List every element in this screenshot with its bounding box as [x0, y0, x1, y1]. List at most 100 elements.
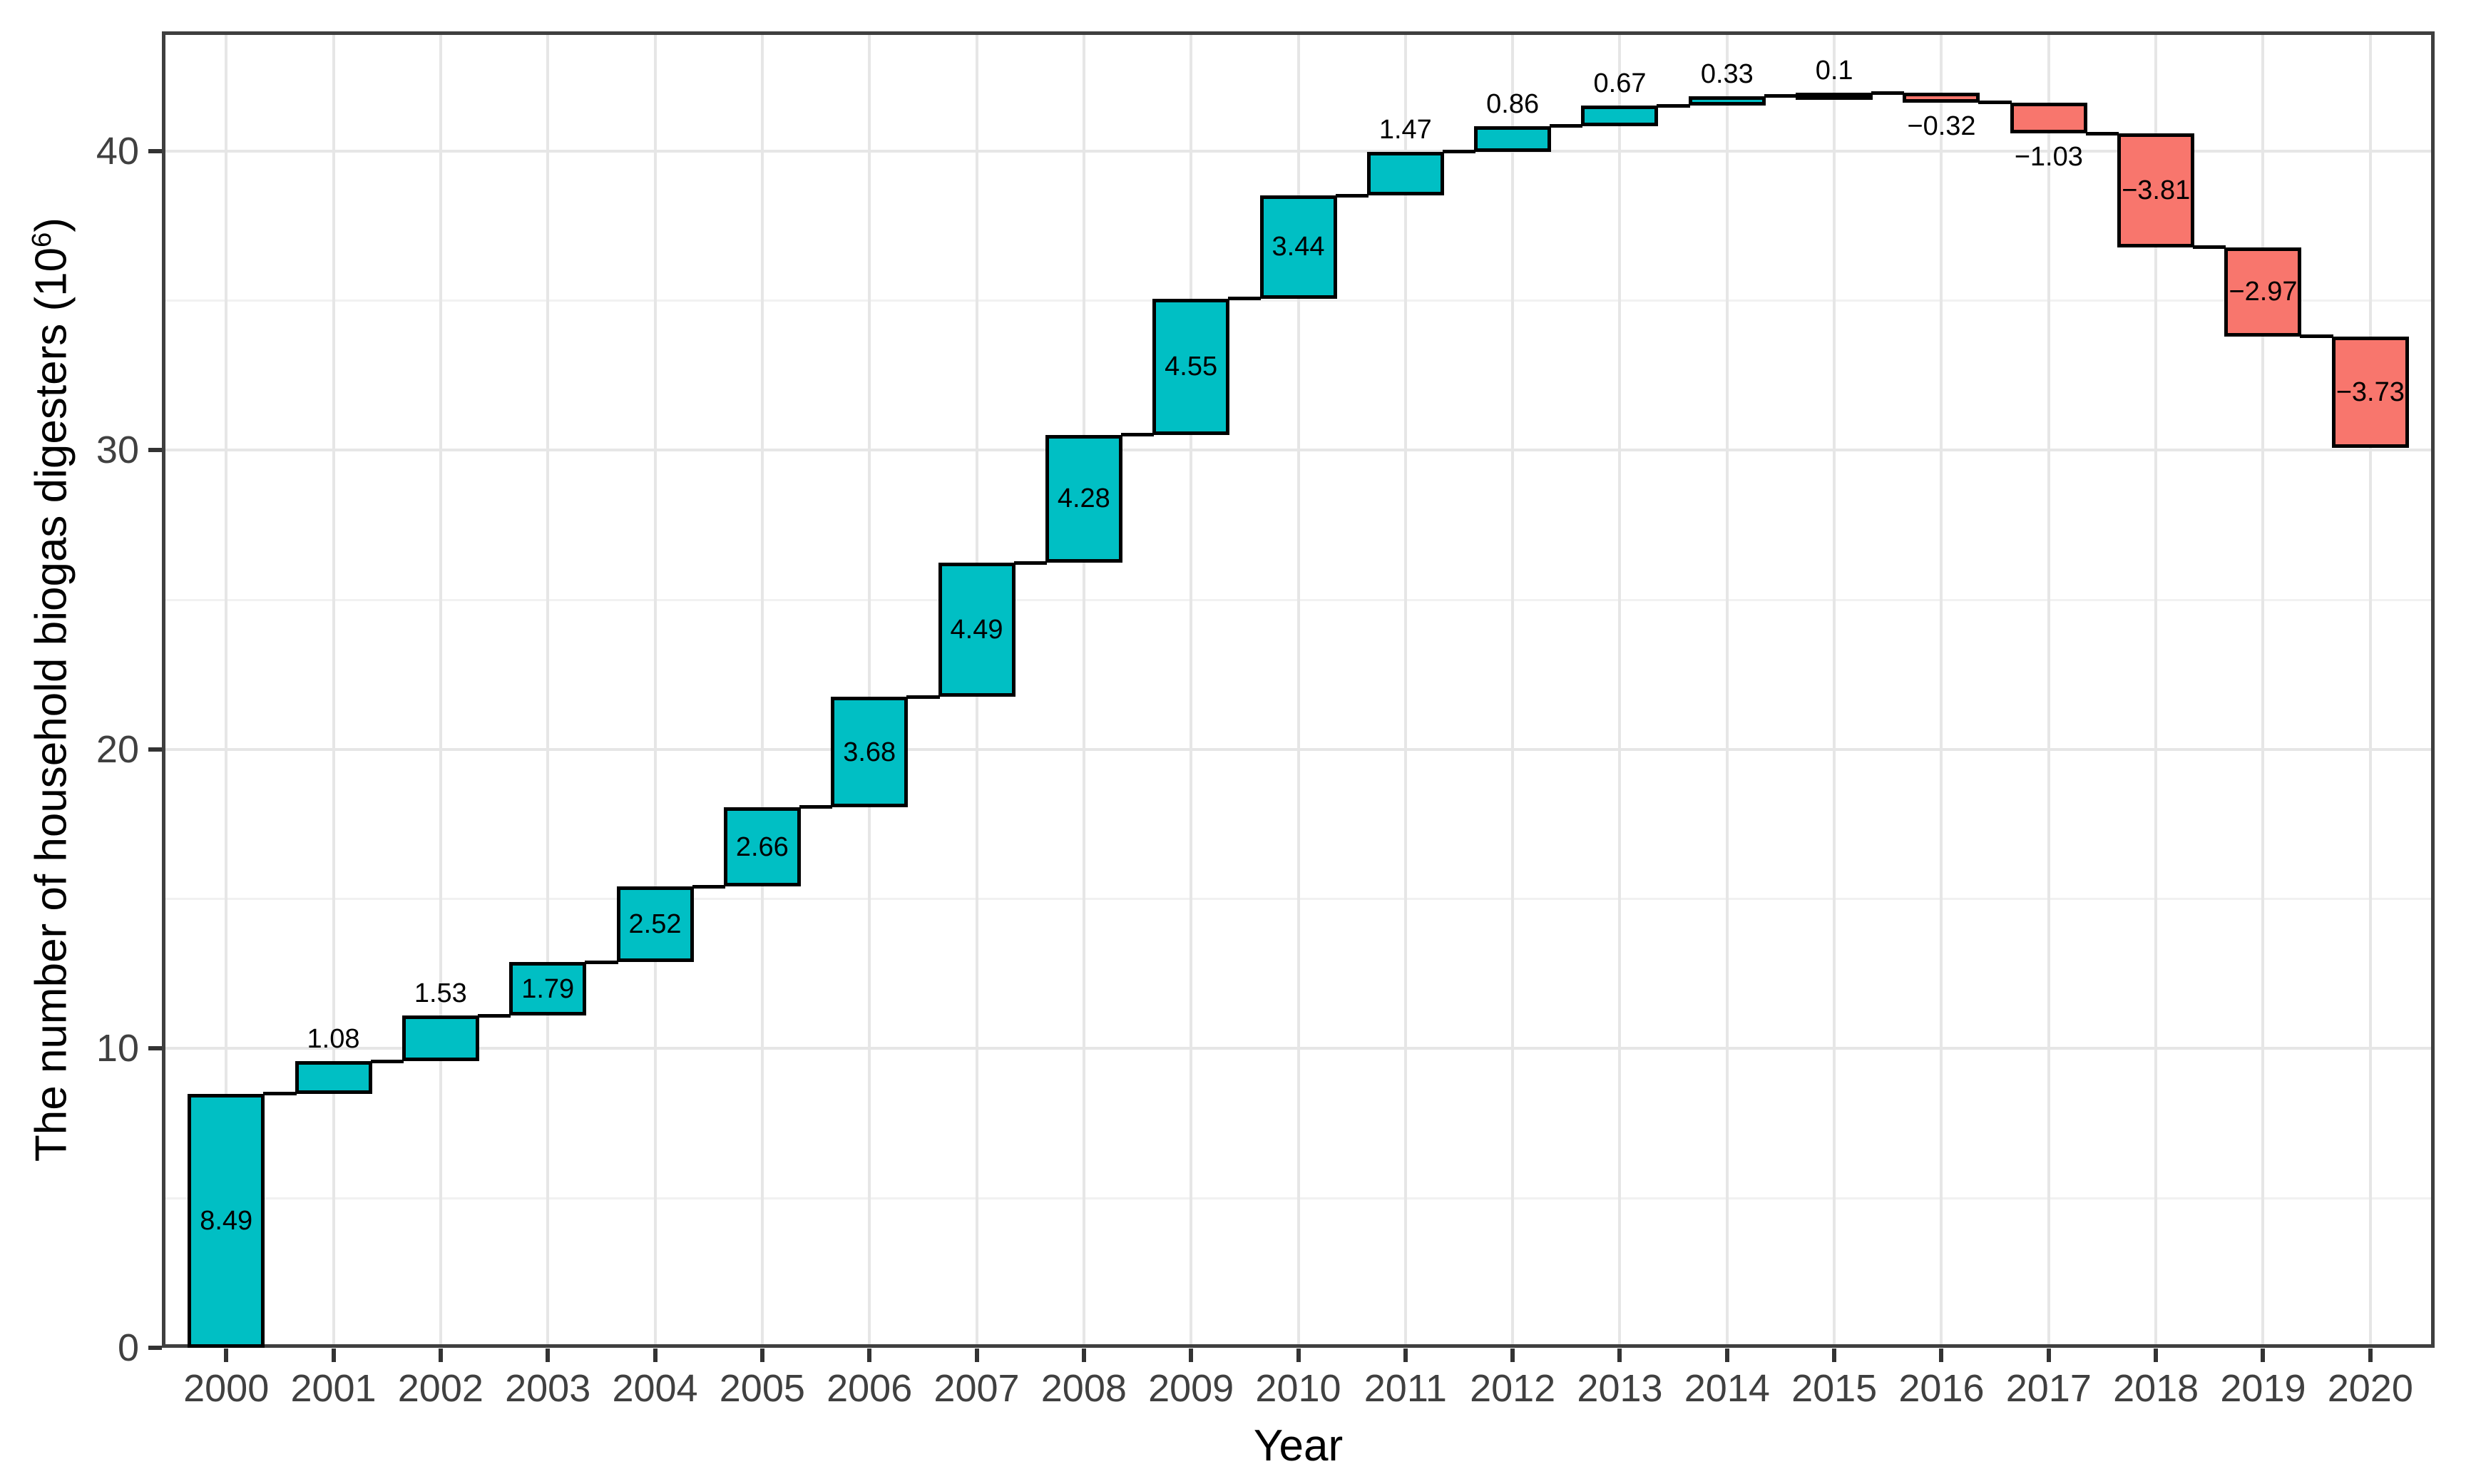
- x-tick-mark-2001: [331, 1349, 336, 1362]
- gridline-x-2002: [439, 31, 442, 1348]
- bar-2002: [401, 1015, 479, 1062]
- x-tick-label-2002: 2002: [397, 1367, 484, 1410]
- connector-2011-2012: [1442, 150, 1476, 154]
- x-tick-mark-2008: [1081, 1349, 1086, 1362]
- connector-2018-2019: [2193, 245, 2226, 250]
- gridline-x-2006: [868, 31, 871, 1348]
- x-tick-label-2019: 2019: [2220, 1367, 2306, 1410]
- x-tick-label-2003: 2003: [505, 1367, 591, 1410]
- x-tick-mark-2006: [867, 1349, 872, 1362]
- gridline-x-2001: [332, 31, 335, 1348]
- x-tick-mark-2005: [759, 1349, 764, 1362]
- x-tick-label-2013: 2013: [1577, 1367, 1663, 1410]
- gridline-x-2004: [653, 31, 657, 1348]
- x-tick-label-2014: 2014: [1684, 1367, 1770, 1410]
- x-tick-mark-2019: [2261, 1349, 2266, 1362]
- bar-value-label-2009: 4.55: [1165, 352, 1218, 382]
- bar-value-label-2019: −2.97: [2229, 277, 2298, 307]
- x-tick-mark-2007: [974, 1349, 979, 1362]
- y-tick-mark-10: [148, 1046, 162, 1051]
- x-axis-title: Year: [1253, 1421, 1344, 1470]
- x-tick-label-2015: 2015: [1791, 1367, 1878, 1410]
- gridline-x-2018: [2154, 31, 2158, 1348]
- connector-2013-2014: [1657, 103, 1690, 108]
- x-tick-label-2012: 2012: [1470, 1367, 1556, 1410]
- x-tick-mark-2011: [1403, 1349, 1408, 1362]
- x-tick-mark-2016: [1939, 1349, 1944, 1362]
- bar-2005: [723, 807, 801, 887]
- x-tick-mark-2012: [1510, 1349, 1515, 1362]
- x-tick-label-2005: 2005: [719, 1367, 805, 1410]
- gridline-x-2010: [1296, 31, 1300, 1348]
- x-tick-label-2001: 2001: [290, 1367, 377, 1410]
- bar-2011: [1366, 151, 1444, 196]
- bar-value-label-2005: 2.66: [735, 831, 789, 862]
- y-axis-title: The number of household biogas digesters…: [26, 218, 77, 1162]
- gridline-x-2008: [1082, 31, 1085, 1348]
- bar-value-label-2001: 1.08: [307, 1024, 360, 1055]
- connector-2014-2015: [1764, 94, 1798, 98]
- y-axis-title-close: ): [26, 217, 76, 232]
- bar-2000: [188, 1093, 265, 1348]
- connector-2012-2013: [1550, 124, 1583, 128]
- bar-2013: [1581, 106, 1659, 126]
- x-tick-label-2009: 2009: [1148, 1367, 1234, 1410]
- bar-value-label-2006: 3.68: [843, 737, 896, 767]
- bar-2015: [1796, 93, 1873, 101]
- x-tick-mark-2020: [2368, 1349, 2373, 1362]
- y-tick-mark-20: [148, 747, 162, 752]
- y-tick-label-30: 30: [96, 429, 139, 472]
- x-tick-label-2008: 2008: [1040, 1367, 1127, 1410]
- x-tick-label-2017: 2017: [2005, 1367, 2092, 1410]
- bar-value-label-2004: 2.52: [628, 909, 682, 940]
- bar-value-label-2015: 0.1: [1815, 56, 1853, 86]
- bar-2019: [2224, 247, 2302, 337]
- x-tick-label-2020: 2020: [2327, 1367, 2413, 1410]
- bar-value-label-2003: 1.79: [521, 973, 575, 1004]
- bar-2016: [1903, 93, 1980, 103]
- x-tick-mark-2009: [1189, 1349, 1194, 1362]
- x-tick-label-2004: 2004: [612, 1367, 698, 1410]
- gridline-x-2019: [2261, 31, 2265, 1348]
- bar-value-label-2000: 8.49: [200, 1205, 253, 1236]
- connector-2007-2008: [1013, 561, 1047, 565]
- x-tick-mark-2018: [2154, 1349, 2159, 1362]
- x-tick-mark-2002: [438, 1349, 443, 1362]
- bar-2018: [2117, 133, 2195, 247]
- x-tick-label-2006: 2006: [827, 1367, 913, 1410]
- bar-2004: [616, 886, 694, 963]
- connector-2017-2018: [2085, 131, 2119, 135]
- y-tick-label-20: 20: [96, 727, 139, 771]
- x-tick-label-2007: 2007: [933, 1367, 1020, 1410]
- x-tick-mark-2003: [546, 1349, 551, 1362]
- bar-2009: [1152, 298, 1230, 435]
- bar-2010: [1259, 195, 1337, 299]
- connector-2016-2017: [1978, 101, 2012, 105]
- bar-value-label-2016: −0.32: [1907, 111, 1976, 141]
- gridline-x-2005: [760, 31, 764, 1348]
- connector-2009-2010: [1228, 297, 1262, 301]
- x-tick-label-2016: 2016: [1898, 1367, 1985, 1410]
- gridline-x-2020: [2368, 31, 2372, 1348]
- bar-2012: [1474, 126, 1552, 152]
- x-tick-label-2000: 2000: [183, 1367, 270, 1410]
- bar-2006: [831, 697, 909, 807]
- bar-value-label-2018: −3.81: [2122, 175, 2191, 205]
- gridline-x-2013: [1618, 31, 1622, 1348]
- y-tick-label-40: 40: [96, 129, 139, 173]
- connector-2019-2020: [2300, 334, 2333, 339]
- x-tick-mark-2017: [2046, 1349, 2051, 1362]
- bar-value-label-2007: 4.49: [950, 615, 1003, 645]
- x-tick-label-2018: 2018: [2113, 1367, 2199, 1410]
- bar-value-label-2014: 0.33: [1700, 58, 1754, 89]
- y-tick-label-10: 10: [96, 1027, 139, 1070]
- bar-value-label-2008: 4.28: [1057, 483, 1110, 514]
- connector-2002-2003: [477, 1013, 511, 1018]
- x-tick-mark-2004: [653, 1349, 658, 1362]
- connector-2001-2002: [370, 1059, 404, 1063]
- bar-value-label-2011: 1.47: [1378, 114, 1432, 145]
- connector-2003-2004: [585, 960, 618, 964]
- y-tick-mark-40: [148, 148, 162, 153]
- gridline-x-2003: [546, 31, 550, 1348]
